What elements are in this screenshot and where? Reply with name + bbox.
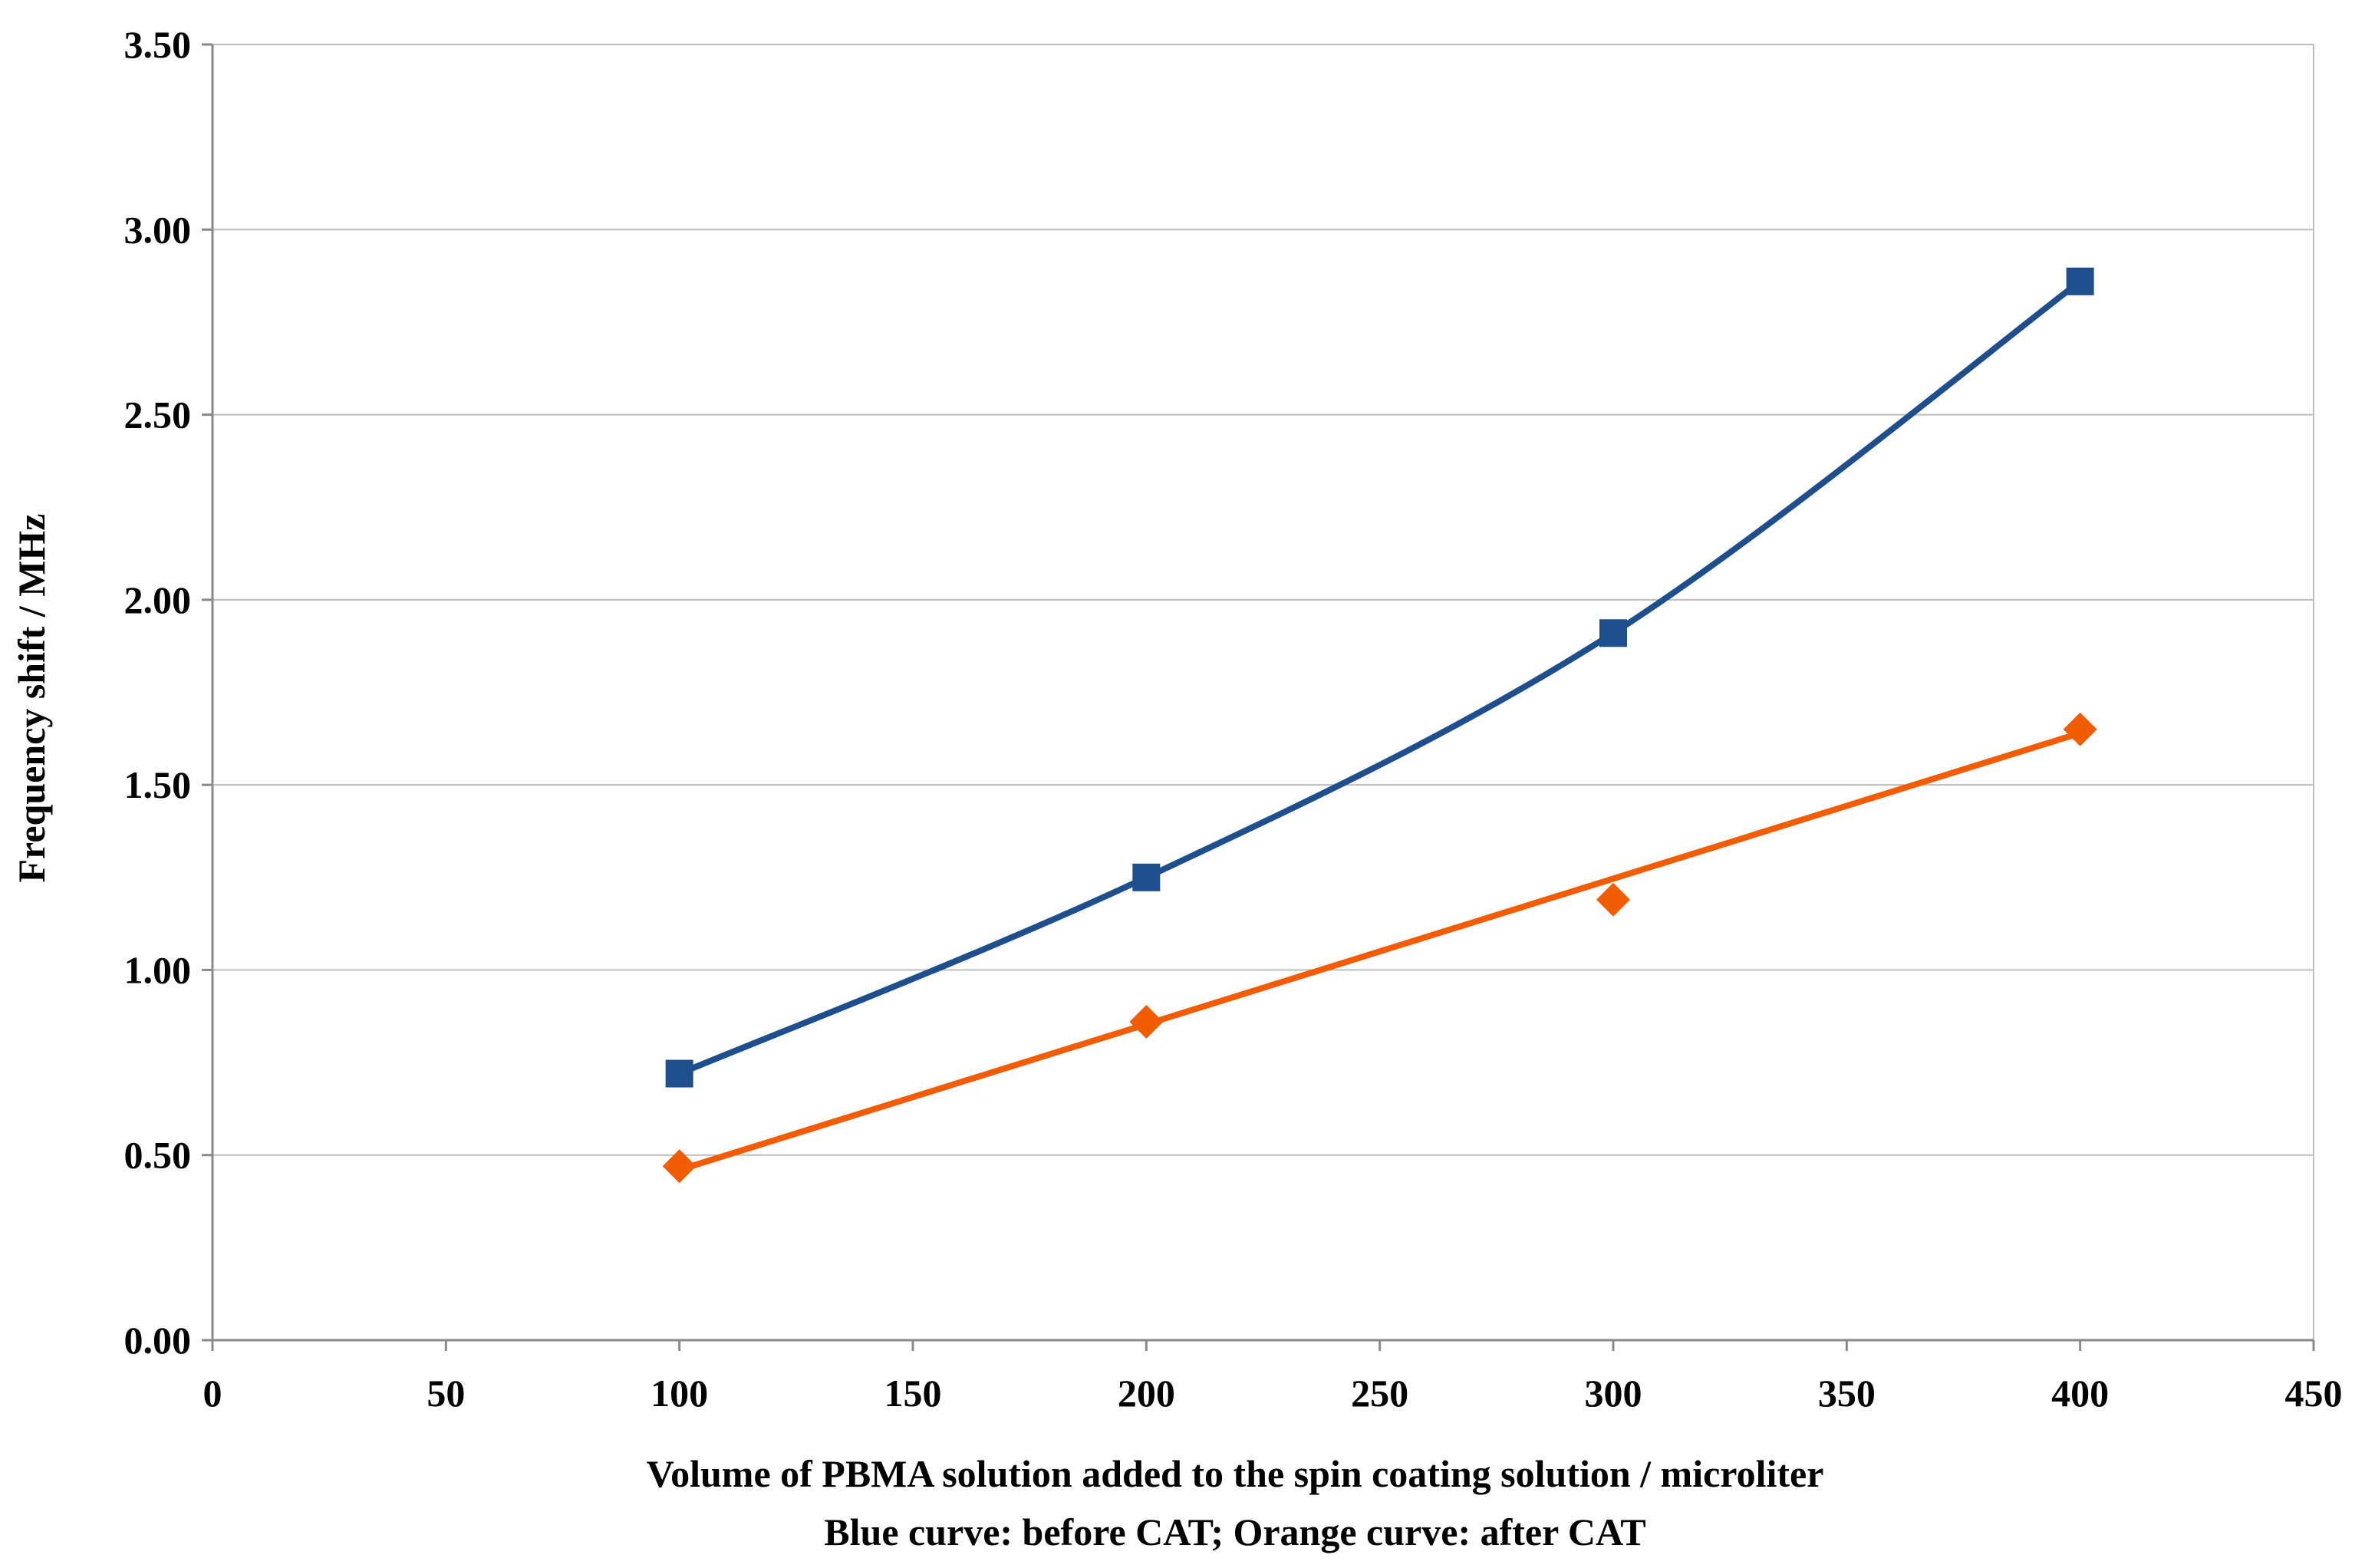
axes bbox=[202, 43, 2315, 1351]
x-tick-label: 150 bbox=[884, 1372, 942, 1415]
x-tick-label: 450 bbox=[2285, 1372, 2343, 1415]
x-tick-label: 300 bbox=[1585, 1372, 1642, 1415]
y-tick-label: 2.50 bbox=[124, 394, 192, 436]
data-series bbox=[662, 267, 2097, 1184]
y-tick-label: 0.00 bbox=[124, 1319, 192, 1362]
y-tick-label: 1.00 bbox=[124, 948, 192, 991]
data-point-square bbox=[1599, 619, 1627, 647]
y-tick-label: 3.00 bbox=[124, 208, 192, 251]
x-tick-label: 200 bbox=[1118, 1372, 1175, 1415]
x-axis-title: Volume of PBMA solution added to the spi… bbox=[647, 1452, 1824, 1495]
y-tick-label: 3.50 bbox=[124, 23, 192, 66]
y-tick-label: 0.50 bbox=[124, 1134, 192, 1177]
trend-line bbox=[676, 730, 2083, 1174]
x-tick-label: 350 bbox=[1818, 1372, 1876, 1415]
data-point-square bbox=[2066, 267, 2094, 295]
data-point-square bbox=[665, 1059, 693, 1088]
y-tick-label: 1.50 bbox=[124, 763, 192, 806]
x-tick-label: 0 bbox=[203, 1372, 222, 1415]
x-tick-label: 250 bbox=[1351, 1372, 1408, 1415]
series-line bbox=[676, 278, 2083, 1077]
x-tick-label: 400 bbox=[2051, 1372, 2109, 1415]
y-axis-title: Frequency shift / MHz bbox=[10, 514, 53, 883]
chart-caption: Blue curve: before CAT; Orange curve: af… bbox=[824, 1510, 1645, 1553]
grid-lines bbox=[212, 44, 2314, 1156]
data-point-diamond bbox=[1129, 1004, 1164, 1039]
series-after-cat bbox=[662, 712, 2097, 1184]
x-tick-label: 100 bbox=[651, 1372, 708, 1415]
data-point-diamond bbox=[2063, 712, 2097, 746]
data-point-square bbox=[1132, 863, 1161, 891]
data-point-diamond bbox=[1596, 882, 1630, 917]
series-before-cat bbox=[665, 267, 2094, 1088]
tick-labels: 0.00 0.50 1.00 1.50 2.00 2.50 3.00 3.50 0 50 100 15… bbox=[124, 23, 2343, 1415]
y-tick-label: 2.00 bbox=[124, 578, 192, 621]
data-point-diamond bbox=[662, 1149, 697, 1184]
x-tick-label: 50 bbox=[427, 1372, 465, 1415]
